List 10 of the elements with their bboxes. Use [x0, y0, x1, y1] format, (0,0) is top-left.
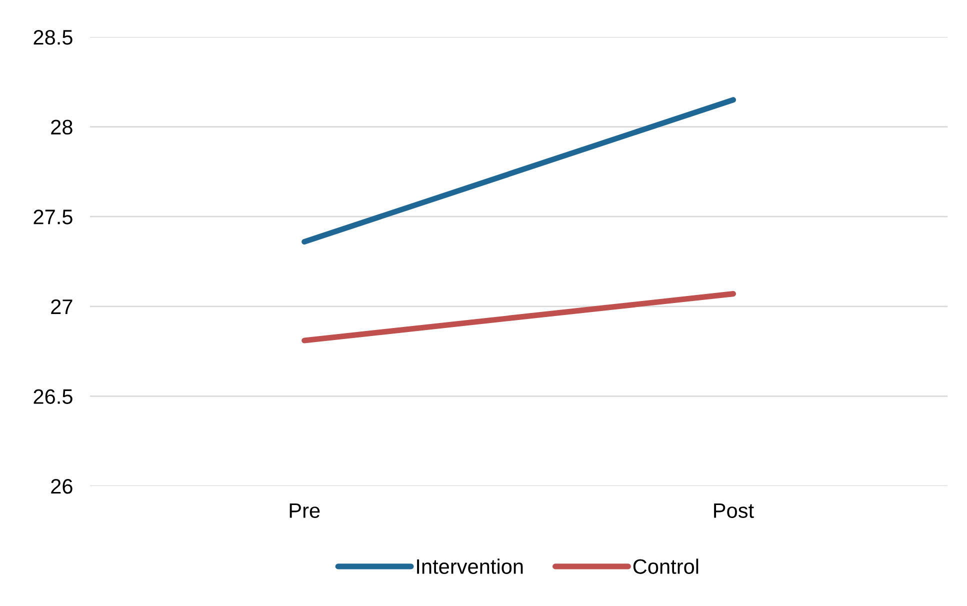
legend-label: Control: [633, 558, 698, 574]
y-tick-label: 27: [51, 299, 72, 314]
y-tick-label: 27.5: [34, 210, 72, 224]
x-tick-label: Post: [714, 503, 754, 518]
y-tick-label: 28: [51, 120, 72, 135]
y-tick-label: 26: [51, 479, 72, 494]
legend-label: Intervention: [417, 558, 523, 574]
x-tick-label: Pre: [290, 503, 320, 518]
y-tick-label: 28.5: [34, 30, 72, 45]
y-tick-label: 26.5: [34, 389, 72, 404]
